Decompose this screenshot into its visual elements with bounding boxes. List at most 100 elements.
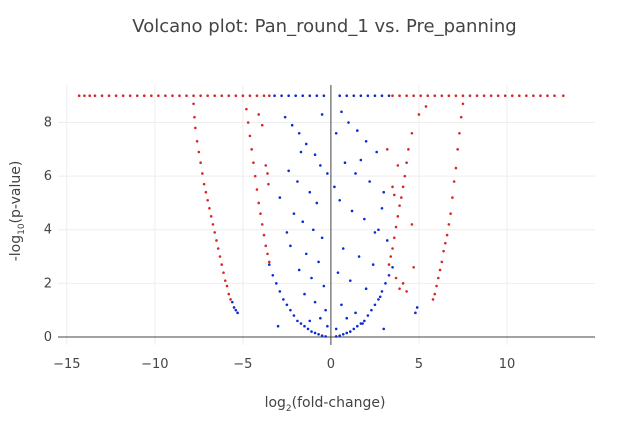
data-points [77, 94, 565, 338]
data-point [348, 279, 352, 282]
data-point [194, 126, 197, 130]
data-point [352, 327, 356, 331]
data-point [373, 303, 377, 307]
data-point [266, 172, 269, 175]
data-point [222, 271, 225, 274]
data-point [510, 94, 514, 98]
data-point [431, 298, 435, 301]
data-point [419, 94, 422, 98]
data-point [292, 314, 296, 317]
data-point [320, 236, 324, 240]
data-point [343, 161, 347, 165]
data-point [311, 228, 315, 232]
data-point [215, 239, 218, 242]
data-point [296, 180, 299, 183]
data-point [401, 185, 405, 189]
data-point [334, 131, 338, 135]
data-point [398, 94, 401, 98]
data-point [306, 327, 310, 331]
data-point [88, 94, 91, 98]
data-point [396, 215, 400, 218]
data-point [278, 290, 282, 293]
data-point [364, 139, 368, 143]
data-point [299, 322, 303, 325]
data-point [407, 148, 410, 151]
data-point [364, 287, 368, 291]
data-point [361, 322, 364, 325]
data-point [213, 231, 216, 234]
data-point [128, 94, 132, 98]
data-point [417, 113, 421, 116]
chart-title: Volcano plot: Pan_round_1 vs. Pre_pannin… [132, 16, 517, 37]
data-point [93, 94, 97, 98]
data-point [440, 94, 444, 98]
data-point [405, 94, 408, 98]
data-point [451, 196, 454, 199]
data-point [435, 284, 438, 288]
data-point [218, 255, 222, 258]
data-point [449, 212, 452, 215]
data-point [192, 94, 195, 98]
data-point [171, 94, 174, 98]
data-point [405, 290, 408, 293]
data-point [227, 94, 231, 98]
data-point [359, 158, 363, 162]
data-point [370, 308, 373, 312]
data-point [336, 271, 340, 274]
data-point [338, 94, 342, 98]
data-point [334, 335, 338, 338]
data-point [266, 252, 269, 256]
x-tick-label: 0 [327, 357, 335, 372]
data-point [352, 94, 356, 98]
x-tick-label: −15 [53, 357, 80, 372]
data-point [193, 115, 196, 119]
data-point [201, 172, 204, 175]
data-point [287, 169, 290, 173]
data-point [264, 244, 268, 248]
data-point [150, 94, 153, 98]
data-point [310, 330, 313, 333]
data-point [341, 332, 345, 336]
data-point [553, 94, 556, 98]
data-point [204, 190, 208, 194]
data-point [195, 139, 199, 143]
data-point [313, 331, 317, 335]
data-point [278, 196, 282, 199]
data-point [255, 188, 259, 191]
data-point [208, 206, 211, 210]
data-point [447, 94, 451, 98]
data-point [282, 298, 285, 301]
data-point [255, 94, 259, 98]
data-point [410, 223, 414, 226]
data-point [412, 94, 415, 98]
data-point [377, 228, 380, 232]
data-point [532, 94, 535, 98]
data-point [234, 94, 238, 98]
data-point [267, 94, 271, 98]
data-point [275, 282, 278, 285]
data-point [245, 107, 248, 111]
x-tick-label: −5 [233, 357, 252, 372]
data-point [454, 166, 458, 170]
data-point [199, 94, 202, 98]
data-point [297, 131, 301, 135]
data-point [280, 94, 283, 98]
data-point [354, 172, 357, 175]
data-point [326, 324, 329, 328]
data-point [216, 247, 220, 250]
data-point [452, 180, 456, 183]
data-point [285, 303, 289, 307]
data-point [315, 201, 319, 205]
data-point [377, 298, 380, 301]
y-tick-label: 6 [44, 169, 52, 184]
data-point [241, 94, 245, 98]
data-point [294, 94, 297, 98]
data-point [426, 94, 430, 98]
data-point [260, 123, 264, 127]
data-point [135, 94, 139, 98]
data-point [546, 94, 549, 98]
data-point [206, 94, 209, 98]
data-point [319, 316, 322, 320]
data-point [301, 220, 305, 224]
data-point [308, 319, 312, 323]
